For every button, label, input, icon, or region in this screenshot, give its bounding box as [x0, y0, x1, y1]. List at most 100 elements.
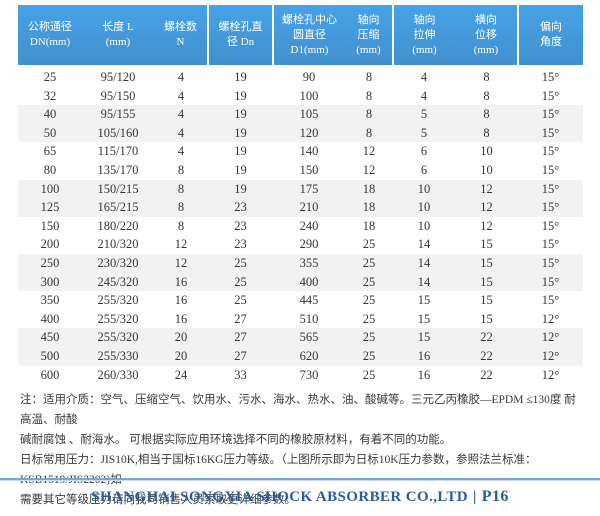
table-cell: 8 — [177, 162, 185, 177]
table-cell: 8 — [345, 105, 393, 124]
table-row: 150 180/220 8 23 240 18 10 12 15° — [18, 217, 583, 236]
table-row: 50 105/160 4 19 120 8 5 8 15° — [18, 123, 583, 143]
table-cell: 250 — [18, 253, 82, 273]
header-nominal-diameter: 公称通径 DN(mm) — [18, 5, 82, 68]
table-cell: 15 — [417, 311, 431, 326]
table-cell: 16 — [417, 367, 431, 382]
table-cell: 5 — [393, 123, 455, 143]
table-cell: 105/160 — [82, 123, 154, 143]
table-cell: 4 — [177, 70, 185, 84]
table-cell: 25 — [43, 70, 57, 84]
table-row: 250 230/320 12 25 355 25 14 15 15° — [18, 253, 583, 273]
table-cell: 15° — [541, 70, 560, 84]
table-cell: 165/215 — [82, 198, 154, 217]
table-cell: 450 — [18, 328, 82, 347]
header-axial-compression: 轴向 压缩 (mm) — [345, 5, 393, 68]
table-cell: 8 — [483, 88, 490, 103]
table-cell: 255/330 — [82, 346, 154, 366]
table-header: 公称通径 DN(mm) 长度 L (mm) 螺栓数 N 螺栓孔直 径 Dn 螺栓… — [18, 5, 583, 68]
table-cell: 15° — [518, 105, 583, 124]
table-cell: 135/170 — [97, 162, 139, 177]
table-cell: 565 — [273, 328, 345, 347]
table-cell: 4 — [177, 88, 185, 103]
table-cell: 150/215 — [82, 179, 154, 199]
table-cell: 25 — [362, 237, 376, 252]
table-cell: 15° — [541, 162, 560, 177]
table-cell: 15° — [541, 218, 560, 233]
table-cell: 95/120 — [100, 70, 136, 84]
table-cell: 4 — [154, 105, 208, 124]
table-row: 25 95/120 4 19 90 8 4 8 15° — [18, 67, 583, 87]
table-cell: 8 — [365, 88, 373, 103]
table-cell: 15° — [518, 272, 583, 292]
table-cell: 210 — [273, 198, 345, 217]
table-cell: 19 — [234, 88, 247, 103]
table-cell: 19 — [234, 70, 247, 84]
table-cell: 33 — [234, 367, 247, 382]
header-axial-extension: 轴向 拉伸 (mm) — [392, 5, 455, 68]
header-bolt-count: 螺栓数 N — [154, 5, 208, 68]
table-cell: 500 — [18, 346, 82, 366]
table-cell: 255/320 — [97, 311, 139, 326]
table-cell: 65 — [43, 144, 57, 159]
table-cell: 10 — [417, 218, 431, 233]
table-cell: 12° — [518, 328, 583, 347]
footer-separator: | — [473, 489, 477, 505]
table-cell: 255/320 — [97, 293, 139, 308]
table-cell: 4 — [177, 144, 185, 159]
table-cell: 175 — [273, 179, 345, 199]
table-cell: 140 — [299, 144, 319, 159]
table-row: 400 255/320 16 27 510 25 15 15 12° — [18, 310, 583, 329]
table-cell: 5 — [393, 105, 455, 124]
header-lateral-displacement: 横向 位移 (mm) — [455, 5, 518, 68]
table-row: 350 255/320 16 25 445 25 15 15 15° — [18, 291, 583, 310]
table-cell: 245/320 — [82, 272, 154, 292]
table-cell: 15° — [541, 88, 560, 103]
table-cell: 12 — [362, 144, 376, 159]
table-row: 32 95/150 4 19 100 8 4 8 15° — [18, 87, 583, 106]
table-cell: 15 — [455, 253, 518, 273]
table-cell: 80 — [43, 162, 57, 177]
table-cell: 16 — [174, 311, 188, 326]
table-cell: 12° — [518, 346, 583, 366]
table-cell: 15° — [518, 123, 583, 143]
table-cell: 25 — [345, 253, 393, 273]
table-cell: 12 — [362, 162, 376, 177]
footer-text: SHANGHAI SONGXIA SHOCK ABSORBER CO.,LTD |… — [0, 488, 600, 506]
table-cell: 6 — [420, 144, 428, 159]
table-cell: 15 — [393, 328, 455, 347]
table-cell: 15 — [455, 272, 518, 292]
table-cell: 10 — [480, 144, 493, 159]
table-cell: 14 — [393, 253, 455, 273]
table-cell: 22 — [455, 328, 518, 347]
table-cell: 300 — [18, 272, 82, 292]
table-cell: 12° — [541, 367, 560, 382]
table-cell: 18 — [345, 179, 393, 199]
table-cell: 600 — [40, 367, 60, 382]
table-cell: 15° — [518, 253, 583, 273]
table-row: 80 135/170 8 19 150 12 6 10 15° — [18, 161, 583, 180]
table-cell: 19 — [208, 123, 273, 143]
table-cell: 15° — [541, 144, 560, 159]
table-row: 450 255/320 20 27 565 25 15 22 12° — [18, 328, 583, 347]
table-cell: 150 — [299, 162, 319, 177]
table-cell: 22 — [480, 367, 493, 382]
table-cell: 19 — [208, 179, 273, 199]
table-cell: 16 — [154, 272, 208, 292]
header-length: 长度 L (mm) — [82, 5, 154, 68]
table-cell: 40 — [18, 105, 82, 124]
table-cell: 115/170 — [97, 144, 139, 159]
table-cell: 8 — [455, 105, 518, 124]
table-cell: 12° — [541, 311, 560, 326]
table-cell: 100 — [299, 88, 319, 103]
table-cell: 18 — [362, 218, 376, 233]
table-cell: 12 — [480, 218, 493, 233]
table-cell: 95/155 — [82, 105, 154, 124]
table-cell: 16 — [174, 293, 188, 308]
table-cell: 95/150 — [100, 88, 136, 103]
table-cell: 150 — [40, 218, 60, 233]
table-cell: 90 — [302, 70, 316, 84]
page-number: P16 — [481, 488, 509, 505]
table-cell: 400 — [40, 311, 60, 326]
table-cell: 260/330 — [97, 367, 139, 382]
